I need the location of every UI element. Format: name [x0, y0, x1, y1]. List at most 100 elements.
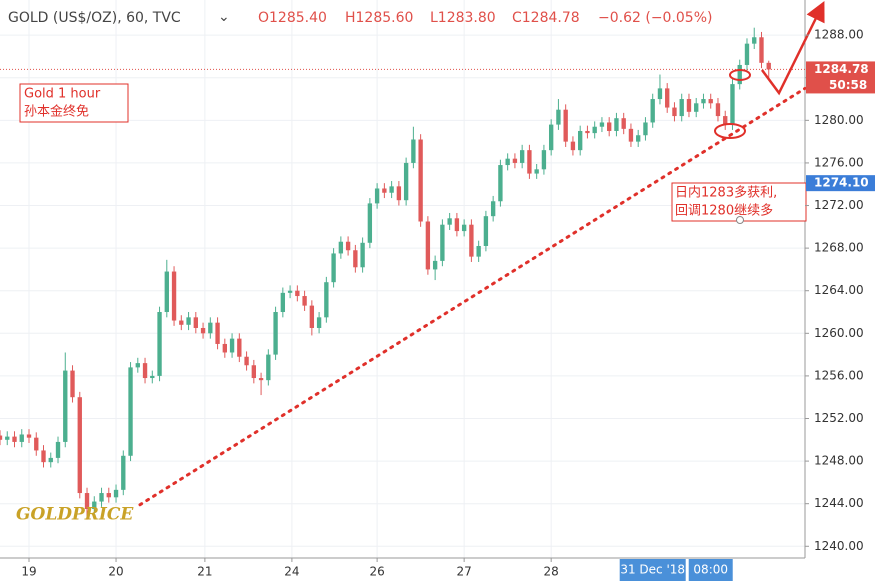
candle-body [396, 186, 402, 201]
highlight-ellipse [714, 123, 746, 139]
candle-body [77, 397, 82, 494]
candle-body [70, 370, 75, 398]
candle-body [469, 224, 474, 257]
candle-body [556, 109, 561, 125]
candle-body [258, 378, 264, 381]
high-value: H1285.60 [345, 10, 413, 26]
candle-body [447, 218, 452, 225]
candle-body [403, 162, 409, 201]
candle-body [12, 436, 17, 442]
candle-body [621, 118, 626, 129]
candle-body [548, 124, 554, 151]
candle-body [570, 141, 576, 151]
candle-body [585, 130, 590, 134]
candle-body [578, 130, 583, 151]
candle-body [128, 367, 133, 456]
candle-body [316, 317, 322, 328]
candle-body [643, 122, 648, 136]
arrow [760, 1, 825, 96]
candle-body [19, 434, 24, 442]
candle-body [505, 158, 510, 166]
candle-body [48, 457, 53, 463]
candle-body [324, 282, 329, 318]
candle-body [694, 103, 699, 112]
annotation: Gold 1 hour [24, 87, 101, 102]
candle-body [657, 88, 663, 100]
candle-body [179, 320, 184, 325]
x-tick-label: 28 [544, 565, 559, 579]
price-tag-label: 1284.78 [814, 62, 869, 76]
candle-body [338, 241, 344, 254]
candle-body [389, 186, 394, 193]
candle-body [636, 135, 641, 142]
candle-body [708, 99, 713, 104]
y-tick-label: 1268.00 [814, 241, 864, 255]
x-tick-label: 20 [108, 565, 123, 579]
candle-body [106, 493, 111, 498]
y-tick-label: 1288.00 [814, 28, 864, 42]
candle-body [135, 363, 140, 368]
candle-body [345, 241, 351, 251]
candle-body [215, 322, 220, 344]
y-tick-label: 1248.00 [814, 454, 864, 468]
candle-body [331, 253, 336, 283]
change-value: −0.62 (−0.05%) [598, 10, 712, 26]
candle-body [599, 122, 605, 127]
candle-body [592, 126, 597, 134]
candle-body [476, 245, 481, 257]
highlight-ellipse [729, 69, 751, 81]
trendline [138, 86, 807, 507]
x-tick-label: 21 [197, 565, 212, 579]
candle-body [715, 103, 721, 117]
crosshair-tag [619, 559, 686, 581]
annotation: 孙本金终免 [24, 104, 89, 120]
candle-body [26, 434, 32, 438]
price-tag [806, 61, 875, 94]
candle-body [730, 84, 735, 125]
candle-body [527, 150, 532, 174]
candle-body [157, 312, 162, 376]
dropdown[interactable]: ⌄ [218, 9, 230, 25]
x-tick-label: 27 [457, 565, 472, 579]
candle-body [41, 450, 46, 463]
price-tag-label: 1274.10 [814, 176, 869, 190]
candle-body [650, 99, 655, 123]
candle-body [309, 305, 315, 328]
candle-body [672, 107, 677, 117]
logo: GOLDPRICE [16, 505, 134, 525]
close-value: C1284.78 [512, 10, 580, 26]
annotation-box [19, 83, 129, 123]
candle-body [483, 216, 489, 246]
x-tick-label: 19 [21, 565, 36, 579]
candle-body [541, 150, 547, 170]
y-tick-label: 1272.00 [814, 198, 864, 212]
handle [736, 216, 744, 224]
x-tick-label: 26 [369, 565, 384, 579]
y-tick-label: 1260.00 [814, 326, 864, 340]
candle-body [440, 224, 445, 261]
candle-body [222, 343, 227, 353]
candle-body [193, 317, 198, 328]
symbol: GOLD (US$/OZ), 60, TVC [8, 10, 181, 26]
candle-body [113, 489, 119, 498]
candle-body [63, 370, 68, 442]
candle-body [461, 224, 467, 232]
candle-body [490, 201, 496, 217]
candle-body [723, 116, 728, 125]
candle-body [150, 375, 155, 379]
candle-body [418, 139, 423, 222]
candle-body [5, 436, 10, 440]
y-tick-label: 1252.00 [814, 411, 864, 425]
crosshair-tag [688, 559, 733, 581]
low-value: L1283.80 [430, 10, 496, 26]
candle-body [121, 455, 126, 490]
candle-body [99, 493, 104, 502]
candle-body [498, 165, 503, 202]
candle-body [628, 128, 634, 142]
y-tick-label: 1264.00 [814, 283, 864, 297]
y-tick-label: 1280.00 [814, 113, 864, 127]
candle-body [563, 109, 568, 142]
annotation: 日内1283多获利, [675, 185, 777, 201]
